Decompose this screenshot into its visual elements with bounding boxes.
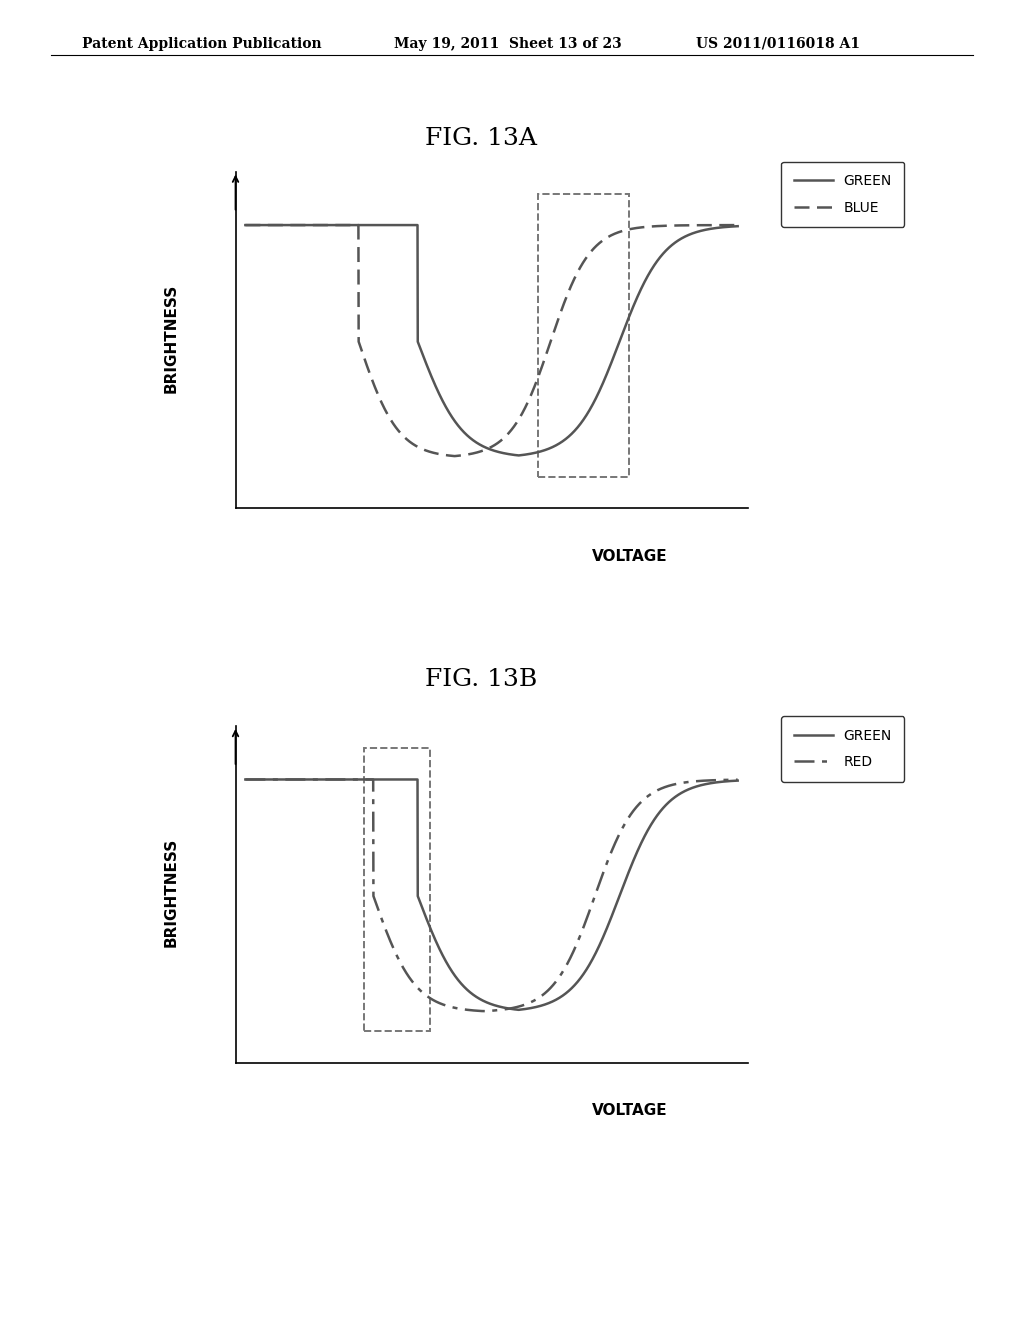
Bar: [364, 748, 430, 1031]
Text: Patent Application Publication: Patent Application Publication: [82, 37, 322, 51]
Legend: GREEN, BLUE: GREEN, BLUE: [781, 162, 904, 227]
Text: US 2011/0116018 A1: US 2011/0116018 A1: [696, 37, 860, 51]
Text: FIG. 13B: FIG. 13B: [425, 668, 538, 692]
Text: May 19, 2011  Sheet 13 of 23: May 19, 2011 Sheet 13 of 23: [394, 37, 622, 51]
Text: VOLTAGE: VOLTAGE: [592, 1104, 668, 1118]
Text: BRIGHTNESS: BRIGHTNESS: [164, 284, 179, 393]
Text: VOLTAGE: VOLTAGE: [592, 549, 668, 564]
Bar: [539, 194, 630, 477]
Text: BRIGHTNESS: BRIGHTNESS: [164, 838, 179, 948]
Legend: GREEN, RED: GREEN, RED: [781, 717, 904, 781]
Text: FIG. 13A: FIG. 13A: [425, 127, 538, 150]
